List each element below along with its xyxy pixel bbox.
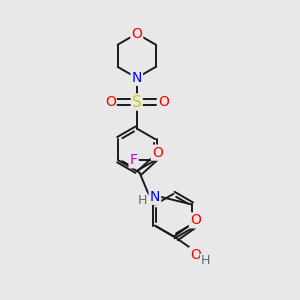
Text: O: O xyxy=(105,95,116,109)
Text: O: O xyxy=(152,146,163,160)
Text: N: N xyxy=(150,190,160,204)
Text: O: O xyxy=(190,248,201,262)
Text: N: N xyxy=(132,71,142,85)
Text: O: O xyxy=(190,213,201,227)
Text: O: O xyxy=(158,95,169,109)
Text: H: H xyxy=(137,194,147,207)
Text: S: S xyxy=(132,94,142,110)
Text: O: O xyxy=(131,27,142,41)
Text: F: F xyxy=(130,153,138,167)
Text: H: H xyxy=(201,254,210,267)
